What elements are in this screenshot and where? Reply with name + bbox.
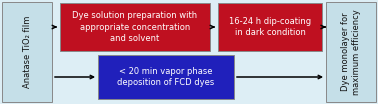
- Text: < 20 min vapor phase
deposition of FCD dyes: < 20 min vapor phase deposition of FCD d…: [118, 67, 215, 87]
- FancyBboxPatch shape: [2, 2, 52, 102]
- FancyBboxPatch shape: [60, 3, 210, 51]
- Text: Dye solution preparation with
appropriate concentration
and solvent: Dye solution preparation with appropriat…: [73, 11, 198, 43]
- Text: 16-24 h dip-coating
in dark condition: 16-24 h dip-coating in dark condition: [229, 17, 311, 37]
- FancyBboxPatch shape: [98, 55, 234, 99]
- FancyBboxPatch shape: [218, 3, 322, 51]
- Text: Dye monolayer for
maximum efficiency: Dye monolayer for maximum efficiency: [341, 9, 361, 95]
- Text: Anatase TiO₂ film: Anatase TiO₂ film: [23, 16, 31, 88]
- FancyBboxPatch shape: [326, 2, 376, 102]
